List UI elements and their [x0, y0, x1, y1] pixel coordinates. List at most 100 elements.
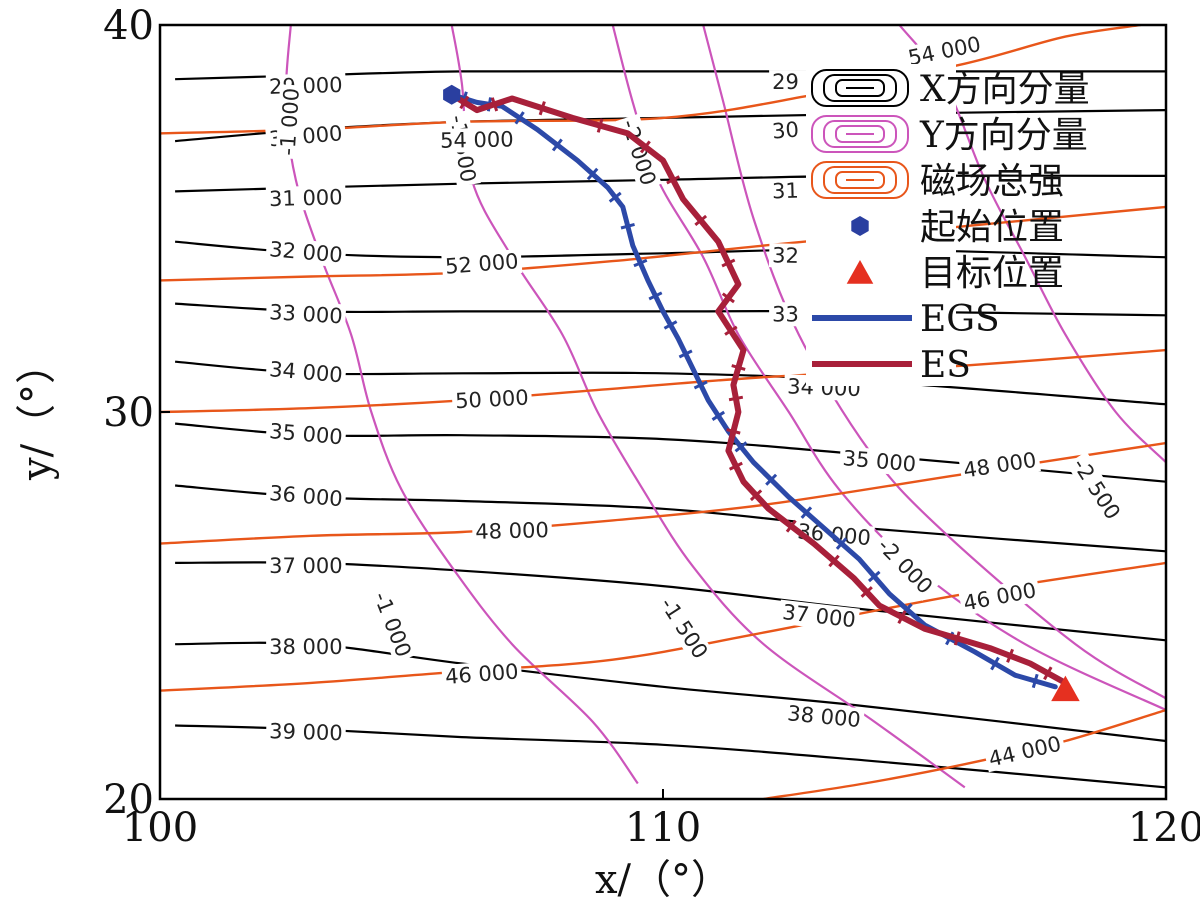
es-step-mark	[731, 364, 746, 371]
es-step-mark	[828, 554, 840, 568]
contour-level-label: 46 000	[444, 659, 519, 689]
es-step-mark	[721, 292, 735, 304]
egs-step-mark	[835, 537, 848, 550]
contour-level-label: 38 000	[269, 635, 342, 659]
total-field-contour-line	[160, 348, 1166, 414]
legend-background	[806, 248, 956, 294]
total-field-contour-line	[160, 205, 1166, 282]
contour-label-background	[451, 385, 533, 414]
egs-step-mark	[1031, 673, 1039, 689]
contour-level-label: -2 500	[1068, 454, 1125, 524]
es-step-mark	[538, 101, 546, 116]
legend-label-start: 起始位置	[920, 207, 1064, 248]
x-tick-label: 110	[625, 805, 701, 851]
contour-label-background	[275, 84, 305, 160]
es-step-mark	[1006, 648, 1014, 663]
es-step-mark	[694, 214, 708, 227]
contour-label-background	[266, 635, 346, 660]
egs-step-mark	[586, 167, 599, 181]
es-step-mark	[1043, 666, 1053, 681]
target-legend-icon	[846, 260, 874, 284]
contour-label-background	[265, 185, 346, 212]
egs-step-mark	[633, 258, 648, 268]
y-tick-label: 30	[103, 390, 154, 436]
egs-step-mark	[867, 570, 881, 583]
contour-label-background	[778, 599, 860, 633]
contour-level-label: 39 000	[269, 719, 343, 745]
y-component-contour-line	[702, 25, 1166, 700]
contour-level-label: 32 000	[268, 237, 343, 267]
es-step-mark	[953, 631, 961, 646]
egs-step-mark	[990, 656, 1000, 671]
legend-label-y-component: Y方向分量	[919, 115, 1088, 156]
contour-level-label: -1 000	[369, 589, 416, 661]
legend-label-es: ES	[920, 345, 971, 386]
es-step-mark	[724, 325, 738, 336]
legend-background	[806, 202, 956, 248]
y-tick-label: 20	[103, 777, 154, 823]
es-step-mark	[860, 586, 873, 598]
y-axis-label: y/（°）	[14, 344, 60, 481]
contour-level-label: 48 000	[475, 518, 549, 544]
egs-step-mark	[551, 138, 563, 152]
path-series	[448, 91, 1069, 690]
legend-label-x-component: X方向分量	[920, 69, 1090, 110]
contour-label-background	[1066, 451, 1127, 527]
es-step-mark	[459, 95, 470, 110]
contour-level-label: 35 000	[842, 446, 917, 476]
es-step-mark	[897, 610, 907, 625]
contour-label-background	[265, 356, 347, 388]
y-tick-label: 40	[103, 3, 154, 49]
egs-path-line	[449, 92, 1058, 690]
contour-label-background	[838, 445, 921, 477]
contour-label-background	[436, 127, 517, 153]
contour-level-label: 44 000	[986, 732, 1063, 772]
es-step-mark	[639, 140, 651, 154]
contour-level-label: 37 000	[269, 554, 342, 578]
contour-level-label: 31 000	[269, 185, 343, 211]
target-position-marker	[1051, 675, 1080, 702]
y-component-contour-line	[284, 25, 639, 785]
egs-step-mark	[765, 473, 778, 486]
egs-step-mark	[678, 349, 693, 359]
contour-level-label: 33 000	[269, 300, 344, 328]
contour-label-background	[265, 418, 347, 450]
legend-label-egs: EGS	[920, 299, 1000, 340]
es-step-mark	[490, 97, 499, 112]
es-path-line	[448, 91, 1069, 686]
contour-level-label: 52 000	[444, 249, 519, 279]
contour-label-background	[783, 700, 865, 733]
egs-step-mark	[663, 320, 678, 330]
x-tick-label: 100	[122, 805, 198, 851]
es-step-mark	[596, 118, 604, 133]
contour-label-background	[266, 553, 346, 578]
start-legend-icon	[851, 216, 869, 236]
contour-label-background	[958, 447, 1041, 484]
contour-label-background	[265, 719, 346, 746]
egs-step-mark	[648, 291, 663, 301]
axis-ticks: 100 110 120 20 30 40	[103, 3, 1200, 851]
contour-level-label: 48 000	[962, 448, 1038, 483]
x-component-legend-icon	[811, 69, 909, 107]
es-step-mark	[785, 519, 797, 533]
contour-label-background	[958, 577, 1042, 617]
es-step-mark	[666, 175, 680, 185]
contour-label-background	[983, 730, 1067, 773]
x-axis-label: x/（°）	[595, 857, 731, 903]
egs-step-mark	[620, 223, 635, 230]
contour-label-background	[441, 659, 523, 690]
legend-label-target: 目标位置	[920, 253, 1064, 294]
contour-label-background	[903, 31, 986, 71]
egs-step-mark	[608, 191, 622, 203]
es-step-mark	[726, 428, 741, 435]
es-step-mark	[728, 395, 744, 402]
contour-level-label: 35 000	[268, 419, 343, 449]
legend-background	[806, 110, 956, 156]
start-position-marker	[443, 84, 461, 105]
contour-label-background	[265, 299, 347, 329]
contour-level-label: 36 000	[268, 481, 343, 511]
contour-level-label: -1 000	[276, 87, 304, 156]
legend-background	[806, 156, 956, 202]
